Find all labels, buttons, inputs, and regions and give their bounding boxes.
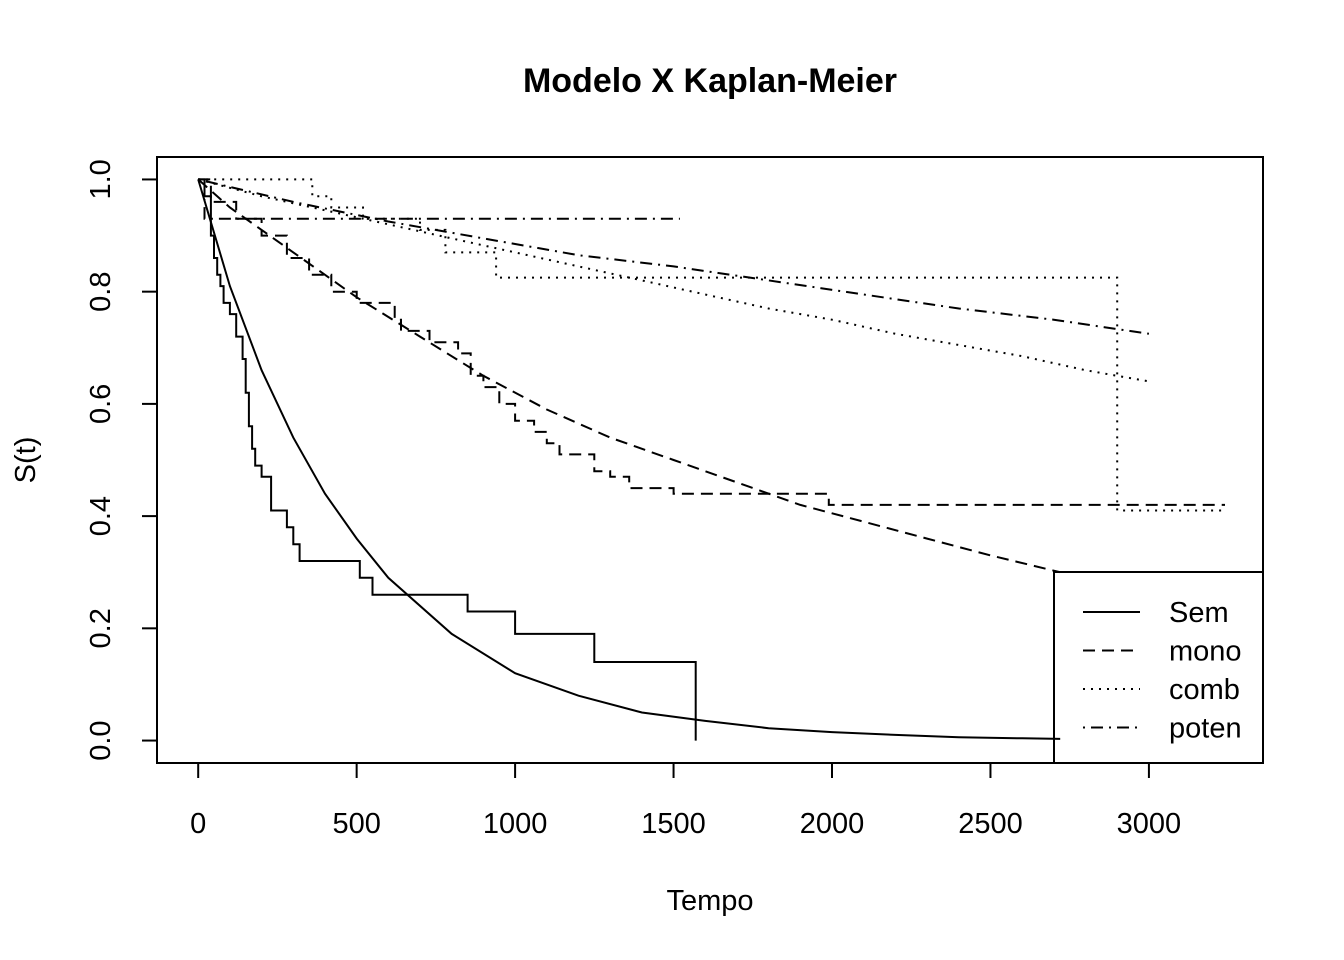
legend-frame [1053,571,1264,764]
legend-label-comb: comb [1169,674,1240,706]
x-tick-label: 2000 [800,808,865,840]
series-poten-model [197,178,1150,335]
x-tick-label: 0 [190,808,206,840]
y-tick-label: 0.0 [85,720,117,760]
x-tick-label: 500 [332,808,380,840]
series-mono-model [197,178,1061,574]
series-comb-km-step [198,178,1225,512]
series-sem-km-step [198,178,697,741]
y-tick-label: 0.8 [85,272,117,312]
y-axis: 0.0 0.2 0.4 0.6 0.8 1.0 [85,159,157,761]
x-tick-label: 3000 [1117,808,1182,840]
legend-label-Sem: Sem [1169,597,1229,629]
legend-items: Sem mono comb poten [1083,597,1242,745]
y-tick-label: 0.4 [85,496,117,536]
x-tick-label: 2500 [958,808,1023,840]
y-tick-label: 0.2 [85,608,117,648]
series-sem-model [197,179,1061,740]
x-tick-label: 1500 [641,808,706,840]
legend-label-poten: poten [1169,713,1242,745]
y-tick-label: 1.0 [85,159,117,199]
legend: Sem mono comb poten [1053,571,1264,764]
series-mono-km-step [198,178,1225,506]
series-layer [197,178,1225,741]
plot-frame [156,156,1264,764]
plot-area [156,156,1264,764]
y-axis-label: S(t) [10,437,42,484]
x-axis-label: Tempo [666,885,753,917]
y-tick-label: 0.6 [85,384,117,424]
x-tick-label: 1000 [483,808,548,840]
legend-label-mono: mono [1169,636,1242,668]
series-poten-km-step [198,178,680,220]
series-comb-model [197,178,1150,383]
chart-title: Modelo X Kaplan-Meier [523,62,897,100]
x-axis: 0 500 1000 1500 2000 2500 3000 [190,762,1182,840]
